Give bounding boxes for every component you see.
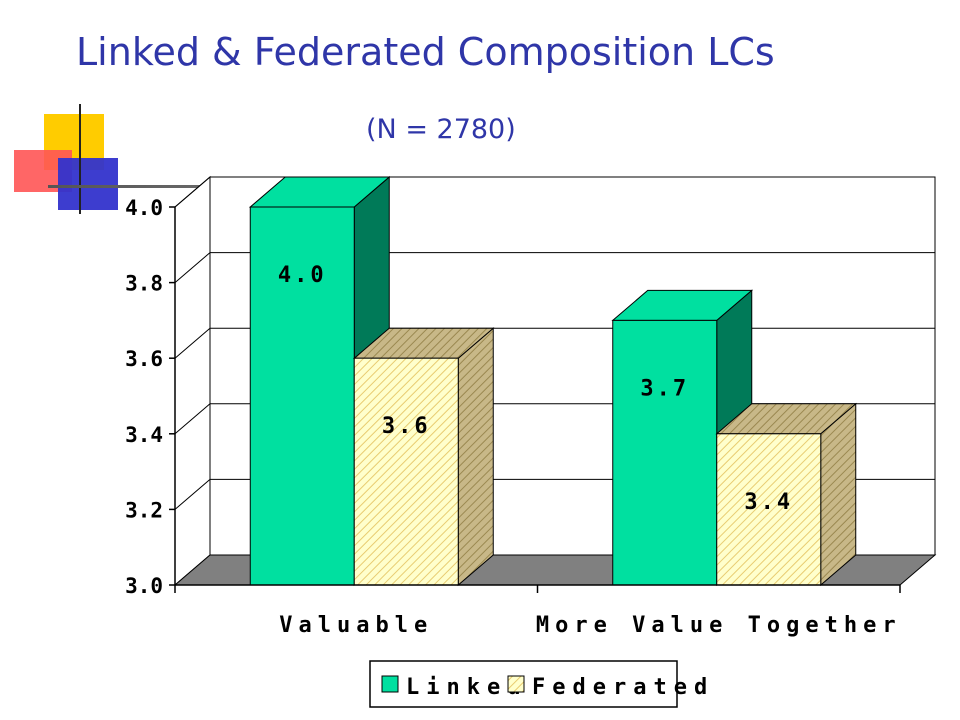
bar-value-label: 3.6 <box>382 414 431 439</box>
gridline <box>174 176 935 208</box>
bar-federated-0: 3.6 <box>352 327 495 587</box>
bar-side-face <box>820 402 857 587</box>
slide-subtitle: (N = 2780) <box>366 114 516 145</box>
bar-front-face <box>716 433 822 586</box>
gridline <box>174 252 935 283</box>
y-tick-label: 3.4 <box>125 423 163 447</box>
legend: Linked Federated <box>369 660 714 708</box>
x-axis: Valuable More Value Together <box>174 584 902 638</box>
legend-swatch-federated <box>507 675 525 693</box>
ornament-blue-square <box>58 158 118 210</box>
slide-title: Linked & Federated Composition LCs <box>76 30 775 74</box>
y-tick-label: 3.6 <box>125 347 163 371</box>
y-axis: 3.0 3.2 3.4 3.6 3.8 4.0 <box>125 196 176 598</box>
y-tick-label: 3.0 <box>125 574 163 598</box>
bar-value-label: 3.4 <box>744 490 793 515</box>
bar-side-face <box>457 327 494 587</box>
bar-front-face <box>612 319 718 586</box>
bar-value-label: 4.0 <box>278 263 327 288</box>
y-tick-label: 3.2 <box>125 498 163 522</box>
legend-label-linked: Linked <box>406 675 527 700</box>
y-tick-label: 3.8 <box>125 272 163 296</box>
chart-side-wall <box>174 175 211 587</box>
bar-value-label: 3.7 <box>640 376 689 401</box>
bar-front-face <box>249 206 355 586</box>
bar-front-face <box>353 357 459 586</box>
x-category-label: More Value Together <box>536 613 902 638</box>
bars: 4.0 3.6 3.7 3.4 <box>248 175 858 587</box>
legend-label-federated: Federated <box>532 675 714 700</box>
bar-federated-1: 3.4 <box>715 402 858 587</box>
legend-swatch-linked <box>381 675 399 693</box>
x-category-label: Valuable <box>279 613 433 638</box>
y-tick-label: 4.0 <box>125 196 163 220</box>
